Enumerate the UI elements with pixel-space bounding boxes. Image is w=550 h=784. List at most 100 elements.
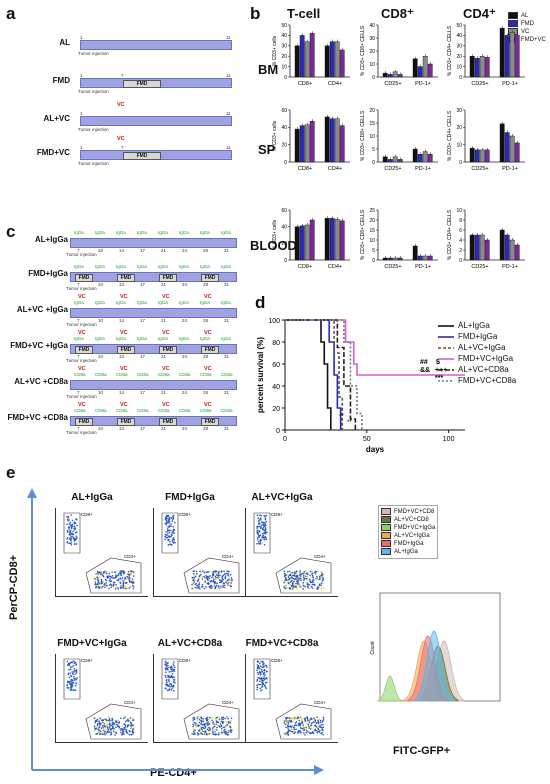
antibody-marker: IgGa — [137, 264, 147, 269]
x-tick-label: 0 — [283, 436, 287, 443]
timeline-bar: 7 10 14 17 21 24 28 31 FMD FMD FMD FMD — [70, 416, 237, 431]
antibody-marker: IgGa — [137, 336, 147, 341]
hist-x-label: FITC-GFP+ — [393, 745, 451, 757]
x-tick-label: CD25+ — [384, 264, 401, 270]
injection-label: Tumor injection — [66, 430, 97, 435]
bar — [329, 118, 335, 163]
y-axis-label: % CD3+ CD8+ CELLS — [360, 110, 366, 161]
timeline-tick: 17 — [140, 248, 146, 253]
antibody-marker: IgGa — [137, 230, 147, 235]
timeline-tick: 28 — [203, 282, 209, 287]
bar — [514, 244, 520, 261]
timeline-tick: 31 — [224, 354, 230, 359]
y-tick-label: 10 — [369, 238, 375, 244]
antibody-marker: CD8a — [116, 408, 128, 413]
x-tick-label: CD4+ — [328, 81, 342, 87]
y-tick-label: 10 — [369, 62, 375, 68]
timeline-tick: 7 — [77, 390, 80, 395]
y-tick-label: 20 — [456, 125, 462, 131]
y-tick-label: 20 — [281, 54, 287, 60]
timeline-label: AL+VC +IgGa — [16, 305, 68, 314]
bar — [427, 255, 433, 261]
gfp-histogram: Count — [370, 592, 501, 702]
timeline-tick: 17 — [140, 426, 146, 431]
y-tick-label: 50 — [456, 23, 462, 29]
antibody-marker: CD8a — [158, 372, 170, 377]
timeline-bar: 7 10 14 17 21 24 28 31 FMD FMD FMD FMD — [70, 344, 237, 359]
bar-chart: 0 20 40 60% CD3+ cells CD8+ CD4+ — [272, 108, 350, 172]
antibody-marker: IgGa — [95, 264, 105, 269]
histogram-peak — [377, 675, 403, 702]
y-tick-label: 0 — [372, 75, 375, 81]
col-header-tcell: T-cell — [287, 6, 321, 21]
antibody-marker: CD8a — [221, 408, 233, 413]
y-tick-label: 8 — [459, 218, 462, 224]
timeline-bar: 7 10 14 17 21 24 28 31 — [70, 308, 237, 323]
timeline-tick: 1 — [80, 73, 83, 78]
y-tick-label: 80 — [272, 340, 280, 347]
timeline-tick: 21 — [161, 426, 167, 431]
bar — [324, 45, 330, 78]
panel-a-letter: a — [6, 4, 16, 23]
bar — [392, 156, 398, 163]
y-tick-label: 60 — [281, 208, 287, 214]
bar-chart: 0 20 40 60% CD3+ cells CD8+ CD4+ — [272, 208, 350, 270]
injection-label: Tumor injection — [66, 358, 97, 363]
legend-item: FMD+VC+CD8a — [438, 375, 516, 386]
timeline-tick: 21 — [161, 282, 167, 287]
antibody-marker: IgGa — [158, 300, 168, 305]
y-axis-label: % CD3+ CD4+ CELLS — [447, 110, 453, 161]
antibody-marker: CD8a — [137, 408, 149, 413]
gate-cd4 — [275, 557, 332, 594]
legend-swatch — [381, 548, 391, 555]
bar — [422, 151, 428, 163]
panel-d-letter: d — [255, 293, 266, 312]
antibody-marker: IgGa — [158, 230, 168, 235]
survival-chart: 0 20 40 60 80 100 0 50 100 days percent survival (… — [256, 318, 465, 454]
bar — [504, 35, 510, 78]
fmd-block: FMD — [159, 274, 177, 282]
timeline-tick: 14 — [119, 390, 125, 395]
gate-cd8 — [63, 512, 81, 554]
injection-label: Tumor injection — [66, 252, 97, 257]
timeline-tick: 31 — [224, 390, 230, 395]
timeline-tick: 7 — [77, 248, 80, 253]
y-tick-label: 10 — [281, 64, 287, 70]
timeline-tick: 17 — [140, 390, 146, 395]
legend-label: AL+VC+IgGa — [458, 343, 506, 352]
antibody-marker: IgGa — [137, 300, 147, 305]
vc-marker: VC — [78, 294, 86, 300]
timeline-label: FMD — [52, 76, 70, 85]
bar — [397, 159, 403, 163]
timeline-tick: 21 — [161, 354, 167, 359]
y-tick-label: 2 — [459, 248, 462, 254]
gate-label: CD4+ — [222, 700, 234, 705]
legend-swatch — [381, 516, 391, 523]
row-header-sp: SP — [258, 142, 276, 157]
gate-cd8 — [63, 658, 81, 700]
gate-cd8 — [161, 658, 179, 700]
flow-plot: CD8+ CD4+ — [55, 508, 148, 597]
antibody-marker: IgGa — [74, 300, 84, 305]
fmd-block: FMD — [75, 274, 93, 282]
x-tick-label: CD25+ — [471, 264, 488, 270]
antibody-marker: IgGa — [158, 336, 168, 341]
antibody-marker: CD8a — [95, 408, 107, 413]
flow-plot-title: FMD+VC+CD8a — [245, 638, 319, 649]
bar — [387, 74, 393, 78]
col-header-cd8: CD8⁺ — [381, 6, 414, 21]
bar — [474, 58, 480, 78]
survival-legend: AL+IgGa FMD+IgGa AL+VC+IgGa FMD+VC+IgGa AL+V… — [438, 320, 516, 386]
bar — [479, 149, 485, 163]
injection-label: Tumor injection — [78, 51, 109, 56]
timeline-bar: 1 11 — [80, 111, 232, 126]
bar — [484, 149, 490, 163]
antibody-marker: IgGa — [221, 264, 231, 269]
antibody-marker: IgGa — [95, 300, 105, 305]
x-axis-label: days — [366, 445, 385, 454]
y-tick-label: 20 — [456, 54, 462, 60]
y-axis-label: % CD3+ cells — [272, 35, 278, 66]
x-tick-label: CD4+ — [328, 166, 342, 172]
antibody-marker: CD8a — [116, 372, 128, 377]
antibody-marker: CD8a — [74, 372, 86, 377]
